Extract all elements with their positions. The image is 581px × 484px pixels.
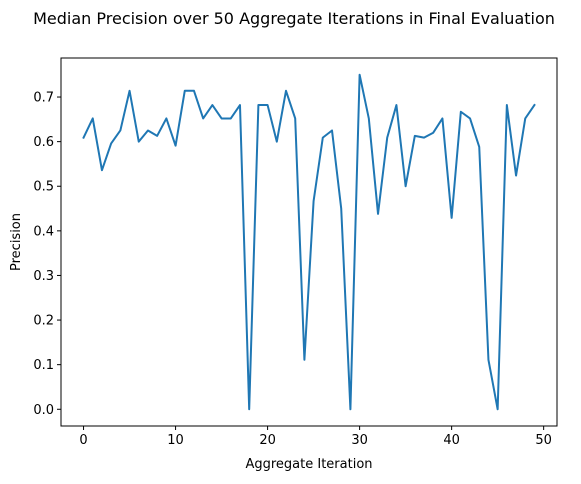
x-axis-label: Aggregate Iteration: [245, 457, 372, 472]
y-tick-label: 0.1: [33, 358, 54, 373]
x-axis-ticks: 0 10 20 30 40 50: [79, 426, 552, 448]
y-axis-ticks: 0.0 0.1 0.2 0.3 0.4 0.5 0.6 0.7: [33, 91, 61, 418]
precision-series-line: [84, 75, 535, 410]
x-tick-label: 50: [535, 433, 552, 448]
y-tick-label: 0.3: [33, 269, 54, 284]
y-tick-label: 0.5: [33, 180, 54, 195]
y-tick-label: 0.7: [33, 91, 54, 106]
x-tick-label: 40: [443, 433, 460, 448]
x-tick-label: 10: [167, 433, 184, 448]
series-layer: [84, 75, 535, 410]
x-tick-label: 20: [259, 433, 276, 448]
y-tick-label: 0.2: [33, 314, 54, 329]
x-tick-label: 0: [79, 433, 87, 448]
y-tick-label: 0.4: [33, 224, 54, 239]
x-tick-label: 30: [351, 433, 368, 448]
y-tick-label: 0.0: [33, 403, 54, 418]
y-tick-label: 0.6: [33, 135, 54, 150]
chart-title: Median Precision over 50 Aggregate Itera…: [33, 9, 555, 28]
y-axis-label: Precision: [9, 213, 24, 271]
